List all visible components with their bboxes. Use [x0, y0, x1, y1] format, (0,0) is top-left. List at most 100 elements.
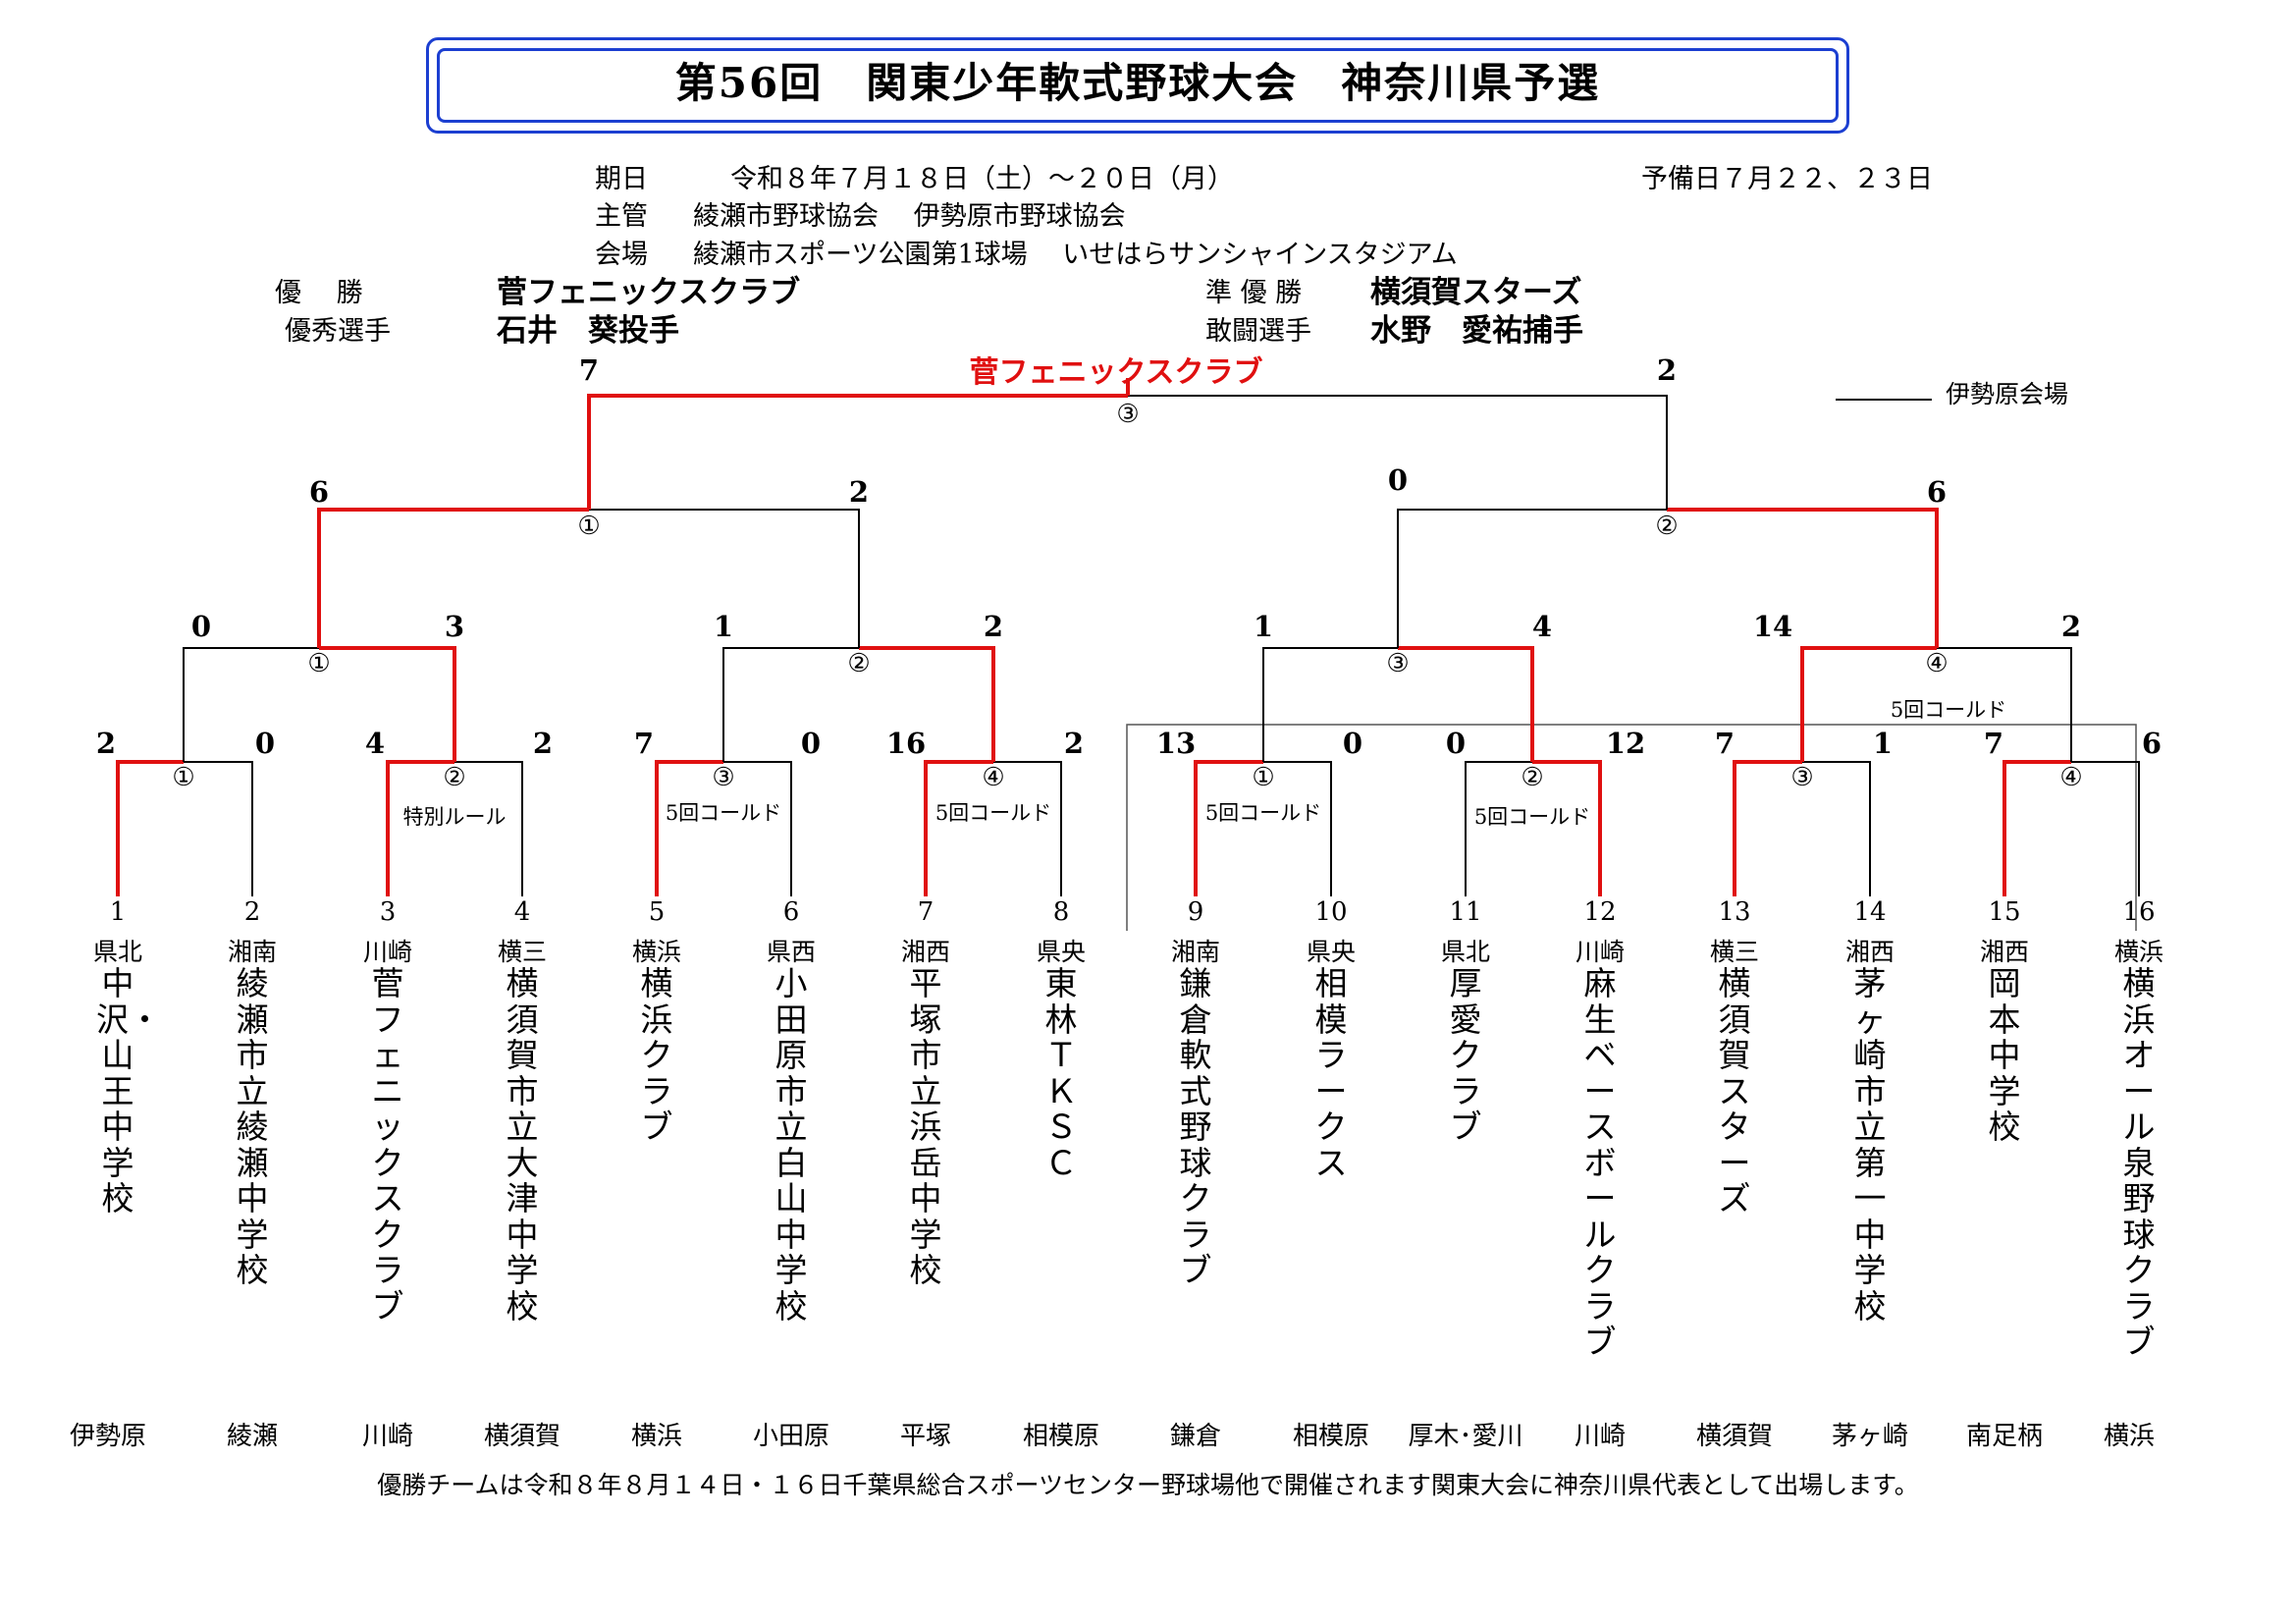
r1-7-score-left: 7	[1714, 727, 1735, 760]
r1-7-score-right: 1	[1872, 727, 1894, 760]
team-seed: 16	[2122, 897, 2156, 927]
team-seed: 13	[1718, 897, 1751, 927]
team-name: 中沢・山王中学校	[96, 964, 161, 1217]
team-city: 平塚	[899, 1422, 952, 1451]
team-city: 小田原	[752, 1422, 830, 1451]
qf2-score-left: 1	[713, 610, 734, 643]
page-title: 第56回 関東少年軟式野球大会 神奈川県予選	[674, 59, 1601, 107]
team-seed: 12	[1583, 897, 1617, 927]
r1-4-score-left: 16	[885, 727, 927, 760]
team-seed: 11	[1449, 897, 1482, 927]
team-region: 県北	[1440, 938, 1491, 966]
team-city: 川崎	[361, 1422, 414, 1451]
team-city: 茅ヶ崎	[1831, 1422, 1909, 1451]
r1-4-game-number: ④	[982, 763, 1005, 792]
team-name: 東林 ＴＫＳＣ	[1044, 964, 1110, 1182]
qf3-game-number: ③	[1386, 649, 1410, 678]
mvp-label: 優秀選手	[285, 316, 391, 347]
team-region: 県北	[92, 938, 143, 966]
final-score-left: 7	[578, 353, 600, 387]
r1-1-score-right: 0	[254, 727, 276, 760]
r1-5-score-right: 0	[1342, 727, 1363, 760]
venue-value: 綾瀬市スポーツ公園第1球場 いせはらサンシャインスタジアム	[693, 240, 1458, 270]
team-name: 厚愛クラブ	[1449, 964, 1482, 1146]
team-name: 横浜オール泉野球クラブ	[2122, 964, 2156, 1361]
sf2-game-number: ②	[1655, 512, 1679, 541]
r1-8-game-number: ④	[2059, 763, 2083, 792]
team-seed: 10	[1314, 897, 1348, 927]
r1-6-note: 5回コールド	[1473, 805, 1591, 829]
team-name: 鎌倉軟式野球クラブ	[1179, 964, 1212, 1289]
venue-box	[1126, 724, 2137, 931]
date-label: 期日	[595, 164, 648, 194]
team-city: 横浜	[630, 1422, 683, 1451]
team-seed: 7	[917, 897, 934, 927]
sf-lines	[317, 508, 1939, 648]
host-label: 主管	[595, 201, 648, 232]
footer-note: 優勝チームは令和８年８月１４日・１６日千葉県総合スポーツセンター野球場他で開催さ…	[377, 1471, 1919, 1499]
r1-2-note: 特別ルール	[402, 805, 507, 829]
title-inner-frame	[437, 48, 1839, 123]
sf1-score-right: 2	[848, 475, 870, 509]
sf1-game-number: ①	[577, 512, 601, 541]
team-city: 厚木･愛川	[1408, 1422, 1523, 1451]
r1-2-game-number: ②	[443, 763, 466, 792]
fight-label: 敢闘選手	[1205, 316, 1311, 347]
champion-label: 菅フェニックスクラブ	[969, 355, 1263, 390]
r1-lines	[116, 760, 2140, 896]
team-region: 湘南	[1170, 938, 1221, 966]
sf2-score-left: 0	[1387, 463, 1409, 497]
team-city: 綾瀬	[226, 1422, 279, 1451]
team-name: 小田原市立白山中学校	[774, 964, 808, 1325]
team-city: 鎌倉	[1169, 1422, 1222, 1451]
final-lines	[587, 378, 1668, 510]
team-name: 平塚市立浜岳中学校	[909, 964, 942, 1289]
r1-3-score-left: 7	[633, 727, 655, 760]
qf4-score-left: 14	[1752, 610, 1793, 643]
r1-8-score-right: 6	[2141, 727, 2163, 760]
qf3-score-left: 1	[1253, 610, 1274, 643]
team-name: 綾瀬市立綾瀬中学校	[236, 964, 269, 1289]
team-name: 菅フェニックスクラブ	[371, 964, 404, 1325]
team-seed: 6	[782, 897, 800, 927]
mvp-name: 石井 葵投手	[497, 313, 679, 349]
r1-1-score-left: 2	[95, 727, 117, 760]
team-name: 茅ヶ崎市立第一中学校	[1853, 964, 1887, 1325]
team-city: 相模原	[1292, 1422, 1370, 1451]
runner-label: 準 優 勝	[1205, 278, 1303, 308]
team-region: 湘西	[900, 938, 951, 966]
team-region: 湘西	[1844, 938, 1896, 966]
team-region: 県西	[766, 938, 817, 966]
qf4-game-number: ④	[1925, 649, 1949, 678]
team-name: 横須賀市立大津中学校	[506, 964, 539, 1325]
team-seed: 15	[1988, 897, 2021, 927]
reserve-date: 予備日７月２２、２３日	[1641, 164, 1933, 194]
title-frame: 第56回 関東少年軟式野球大会 神奈川県予選	[426, 37, 1849, 134]
final-score-right: 2	[1656, 353, 1678, 387]
r1-3-note: 5回コールド	[665, 801, 782, 825]
qf3-score-right: 4	[1531, 610, 1553, 643]
team-seed: 8	[1052, 897, 1070, 927]
team-city: 相模原	[1022, 1422, 1100, 1451]
r1-3-score-right: 0	[800, 727, 822, 760]
team-city: 横須賀	[1695, 1422, 1774, 1451]
qf1-score-right: 3	[444, 610, 465, 643]
date-value: 令和８年７月１８日（土）～２０日（月）	[730, 164, 1234, 194]
team-seed: 5	[648, 897, 666, 927]
team-name: 岡本中学校	[1988, 964, 2021, 1146]
qf1-score-left: 0	[190, 610, 212, 643]
legend-label: 伊勢原会場	[1946, 380, 2069, 408]
team-seed: 14	[1853, 897, 1887, 927]
team-city: 横須賀	[483, 1422, 561, 1451]
r1-6-score-left: 0	[1445, 727, 1467, 760]
team-name: 横浜クラブ	[640, 964, 673, 1146]
team-seed: 9	[1187, 897, 1204, 927]
winner-name: 菅フェニックスクラブ	[497, 275, 801, 310]
team-seed: 2	[243, 897, 261, 927]
r1-5-note: 5回コールド	[1204, 801, 1322, 825]
team-name: 横須賀スターズ	[1718, 964, 1751, 1217]
team-region: 川崎	[362, 938, 413, 966]
r1-1-game-number: ①	[172, 763, 195, 792]
team-region: 湘南	[227, 938, 278, 966]
team-region: 県央	[1036, 938, 1087, 966]
